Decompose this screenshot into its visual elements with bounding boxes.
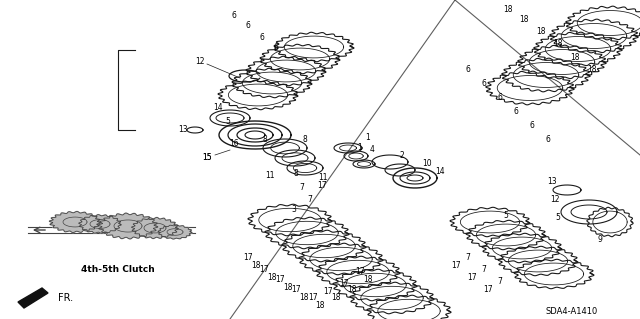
Text: 17: 17	[243, 254, 253, 263]
Text: 17: 17	[275, 276, 285, 285]
Text: 18: 18	[284, 284, 292, 293]
Text: 6: 6	[273, 43, 278, 53]
Text: 1: 1	[358, 144, 362, 152]
Text: 18: 18	[332, 293, 340, 302]
Text: 8: 8	[303, 136, 307, 145]
Text: 6: 6	[497, 93, 502, 102]
Text: 13: 13	[547, 177, 557, 187]
Text: 18: 18	[268, 272, 276, 281]
Polygon shape	[98, 213, 158, 239]
Text: 18: 18	[316, 300, 324, 309]
Text: 18: 18	[519, 16, 529, 25]
Text: 17: 17	[339, 278, 349, 287]
Text: 15: 15	[202, 152, 212, 161]
Text: 18: 18	[588, 65, 596, 75]
Text: 6: 6	[513, 108, 518, 116]
Text: 14: 14	[435, 167, 445, 176]
Text: 5: 5	[504, 211, 508, 219]
Text: SDA4-A1410: SDA4-A1410	[546, 308, 598, 316]
Text: 3: 3	[292, 205, 296, 214]
Text: 15: 15	[202, 152, 212, 161]
Text: 18: 18	[348, 286, 356, 294]
Polygon shape	[49, 211, 100, 233]
Polygon shape	[79, 215, 122, 234]
Text: 6: 6	[545, 136, 550, 145]
Text: 17: 17	[317, 181, 327, 189]
Text: 6: 6	[260, 33, 264, 41]
Text: 7: 7	[308, 196, 312, 204]
Text: 10: 10	[422, 159, 432, 167]
Text: 1: 1	[365, 133, 371, 143]
Text: 17: 17	[355, 268, 365, 277]
Text: 11: 11	[318, 174, 328, 182]
Text: 6: 6	[481, 79, 486, 88]
Text: 7: 7	[300, 183, 305, 192]
Polygon shape	[132, 218, 179, 239]
Text: 17: 17	[308, 293, 318, 302]
Text: 18: 18	[570, 53, 580, 62]
Text: 7: 7	[465, 254, 470, 263]
Text: 12: 12	[550, 196, 560, 204]
Text: 18: 18	[252, 262, 260, 271]
Text: 18: 18	[553, 40, 563, 48]
Text: 16: 16	[229, 138, 239, 147]
Text: 4th-5th Clutch: 4th-5th Clutch	[81, 265, 155, 275]
Text: 13: 13	[178, 125, 188, 135]
Text: 5: 5	[556, 213, 561, 222]
Text: 12: 12	[195, 57, 205, 66]
Text: FR.: FR.	[58, 293, 73, 303]
Text: 7: 7	[497, 278, 502, 286]
Text: 17: 17	[323, 287, 333, 296]
Text: 11: 11	[265, 170, 275, 180]
Text: 6: 6	[529, 122, 534, 130]
Text: 17: 17	[467, 273, 477, 283]
Text: 6: 6	[465, 65, 470, 75]
Text: 18: 18	[503, 5, 513, 14]
Text: 8: 8	[294, 168, 298, 177]
Text: 4: 4	[369, 145, 374, 154]
Text: 8: 8	[262, 136, 268, 145]
Text: 14: 14	[213, 102, 223, 112]
Text: 17: 17	[259, 264, 269, 273]
Text: 18: 18	[536, 27, 546, 36]
Text: 6: 6	[232, 11, 236, 19]
Polygon shape	[18, 288, 48, 308]
Polygon shape	[158, 225, 192, 239]
Text: 17: 17	[483, 286, 493, 294]
Text: 9: 9	[598, 235, 602, 244]
Text: 7: 7	[481, 265, 486, 275]
Text: 17: 17	[451, 262, 461, 271]
Text: 2: 2	[399, 151, 404, 160]
Text: 6: 6	[246, 21, 250, 31]
Text: 5: 5	[225, 117, 230, 127]
Text: 17: 17	[291, 286, 301, 294]
Text: 18: 18	[300, 293, 308, 302]
Text: 18: 18	[364, 276, 372, 285]
